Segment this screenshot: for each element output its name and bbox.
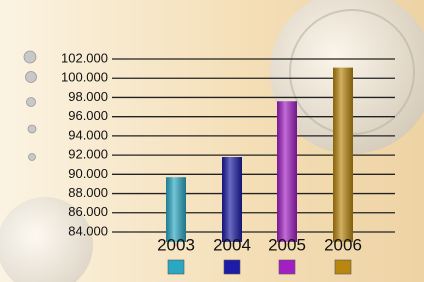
- y-tick-label: 102.000: [61, 50, 108, 65]
- chart: 84.000 86.000 88.000 90.000 92.000 94.000 96.0…: [0, 0, 424, 282]
- y-tick-label: 88.000: [68, 185, 108, 200]
- y-tick-label: 86.000: [68, 204, 108, 219]
- y-tick-label: 100.000: [61, 70, 108, 85]
- bar-shine: [222, 157, 242, 242]
- legend-swatch: [224, 260, 240, 274]
- x-tick-label: 2003: [157, 235, 195, 254]
- page: {"chart_data": {"type": "bar", "categori…: [0, 0, 424, 282]
- bar-shine: [277, 101, 297, 242]
- bar-shine: [333, 68, 353, 242]
- x-tick-label: 2004: [213, 235, 251, 254]
- legend-swatch: [335, 260, 351, 274]
- y-tick-label: 90.000: [68, 166, 108, 181]
- y-tick-label: 92.000: [68, 147, 108, 162]
- y-tick-label: 98.000: [68, 89, 108, 104]
- bar-shine: [166, 177, 186, 242]
- y-tick-label: 96.000: [68, 108, 108, 123]
- y-tick-label: 94.000: [68, 127, 108, 142]
- legend-swatch: [279, 260, 295, 274]
- x-tick-label: 2005: [268, 235, 306, 254]
- x-tick-label: 2006: [324, 235, 362, 254]
- y-tick-label: 84.000: [68, 223, 108, 238]
- legend-swatch: [168, 260, 184, 274]
